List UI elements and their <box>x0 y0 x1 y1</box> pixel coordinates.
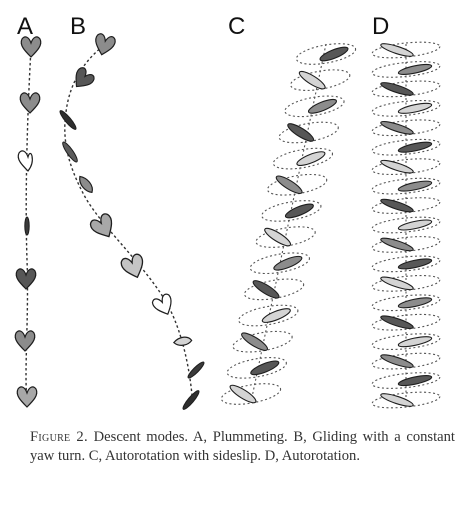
orbit-d-14 <box>371 294 441 312</box>
seed-d-1 <box>380 43 414 57</box>
seed-d-6 <box>397 141 433 153</box>
seed-b-8 <box>151 293 172 315</box>
orbit-d-4 <box>371 99 441 117</box>
panel-a-plummeting: A <box>14 13 42 408</box>
seed-d-7 <box>380 159 414 174</box>
orbit-d-7 <box>371 158 441 176</box>
orbit-c-7 <box>261 200 322 222</box>
seed-d-4 <box>397 102 433 114</box>
orbit-d-11 <box>371 236 441 253</box>
panel-c-orbits <box>220 43 357 405</box>
panel-d-label: D <box>372 13 389 40</box>
orbit-d-6 <box>371 138 441 156</box>
panel-b-label: B <box>70 13 86 40</box>
panel-b-gliding: B <box>59 13 205 410</box>
orbit-d-12 <box>371 255 441 273</box>
seed-c-2 <box>298 70 326 90</box>
seed-c-8 <box>264 227 292 247</box>
orbit-d-16 <box>371 333 441 351</box>
seed-a-7 <box>16 386 38 408</box>
figure-descent-modes: A B C D <box>14 13 441 410</box>
seed-b-6 <box>87 211 119 243</box>
seed-d-15 <box>380 315 414 330</box>
seed-c-5 <box>296 151 326 167</box>
orbit-c-13 <box>226 357 287 379</box>
seed-b-9 <box>172 336 193 346</box>
orbit-d-9 <box>371 197 441 214</box>
seed-d-8 <box>397 180 433 192</box>
seed-d-12 <box>397 258 433 270</box>
seed-a-6 <box>14 330 36 352</box>
seed-c-10 <box>252 280 280 299</box>
panel-d-autorotation: D <box>371 13 441 409</box>
seed-a-3 <box>17 150 33 172</box>
seed-d-3 <box>380 82 414 96</box>
seed-c-7 <box>284 203 314 219</box>
seed-c-12 <box>241 332 269 351</box>
seed-b-10 <box>187 361 205 379</box>
seed-b-4 <box>62 141 78 163</box>
seed-d-14 <box>397 297 433 309</box>
seed-d-5 <box>380 120 414 135</box>
caption-label: Figure 2. <box>30 429 88 445</box>
seed-d-16 <box>397 336 433 348</box>
seed-d-17 <box>380 354 414 368</box>
orbit-d-2 <box>371 61 441 78</box>
seed-b-5 <box>79 175 93 194</box>
seed-d-13 <box>380 276 414 291</box>
seed-a-5 <box>15 268 37 290</box>
seed-d-2 <box>397 63 433 75</box>
seed-c-14 <box>229 384 257 404</box>
seed-c-13 <box>250 360 280 376</box>
orbit-d-1 <box>371 41 441 59</box>
seed-d-10 <box>397 219 433 231</box>
orbit-d-13 <box>371 274 441 292</box>
seed-a-4 <box>24 216 30 236</box>
orbit-d-19 <box>371 391 441 409</box>
panel-a-label: A <box>17 13 33 40</box>
caption-text: Descent modes. A, Plummeting. B, Gliding… <box>30 429 455 464</box>
seed-b-3 <box>59 110 77 130</box>
seed-c-11 <box>261 308 291 323</box>
orbit-c-3 <box>284 95 345 118</box>
orbit-d-15 <box>371 313 441 331</box>
orbit-d-8 <box>371 177 441 195</box>
seed-d-9 <box>380 198 414 213</box>
seed-b-7 <box>119 252 149 282</box>
seed-c-4 <box>287 123 315 142</box>
orbit-c-9 <box>249 252 310 275</box>
seed-b-1 <box>91 32 117 58</box>
panel-c-seeds <box>229 46 349 404</box>
seed-d-11 <box>380 237 414 252</box>
panel-b-path <box>64 45 193 396</box>
seed-b-11 <box>182 390 200 410</box>
figure-caption: Figure 2. Descent modes. A, Plummeting. … <box>30 428 455 466</box>
seed-a-2 <box>19 92 41 114</box>
orbit-d-18 <box>371 372 441 389</box>
orbit-d-17 <box>371 352 441 370</box>
seed-d-19 <box>380 393 414 407</box>
seed-c-9 <box>273 255 303 271</box>
panel-d-seeds <box>380 43 433 407</box>
seed-c-6 <box>275 175 303 195</box>
orbit-c-11 <box>238 304 299 327</box>
seed-b-2 <box>68 65 97 94</box>
seed-d-18 <box>397 375 433 387</box>
panel-c-label: C <box>228 13 245 40</box>
orbit-d-3 <box>371 80 441 98</box>
panel-c-autorotation-sideslip: C <box>220 13 357 405</box>
orbit-c-5 <box>272 147 334 170</box>
seed-c-1 <box>319 46 349 62</box>
orbit-d-5 <box>371 119 441 137</box>
seed-c-3 <box>307 98 338 114</box>
panel-d-orbits <box>371 41 441 409</box>
orbit-d-10 <box>371 216 441 234</box>
orbit-c-1 <box>295 43 357 65</box>
